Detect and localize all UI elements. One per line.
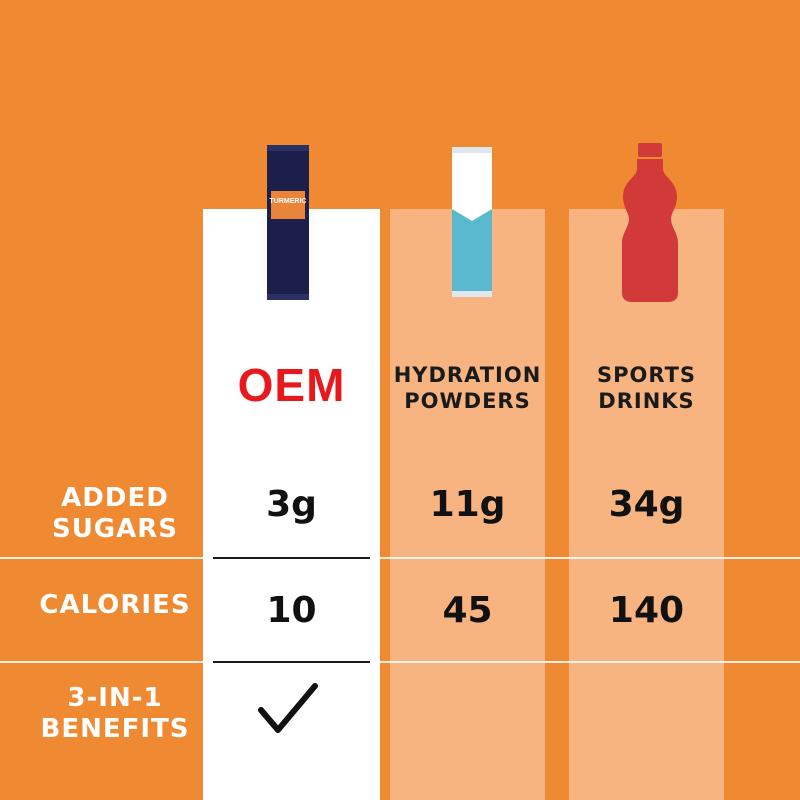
sports-calories-value: 140 xyxy=(608,590,685,631)
header-line: DRINKS xyxy=(598,389,695,414)
header-line: HYDRATION xyxy=(393,363,542,387)
row-divider xyxy=(0,557,800,559)
hydration-calories-value: 45 xyxy=(442,590,493,631)
hydration-powders-column xyxy=(390,209,545,800)
checkmark-icon xyxy=(258,683,318,733)
oem-calories-value: 10 xyxy=(266,590,317,631)
sports-drink-bottle-icon xyxy=(622,143,678,302)
sports-drinks-column xyxy=(569,209,724,800)
label-line: BENEFITS xyxy=(40,714,190,745)
benefits-label: 3-IN-1 BENEFITS xyxy=(20,683,210,745)
calories-label: CALORIES xyxy=(39,590,191,620)
row-divider xyxy=(0,661,800,663)
sports-drinks-header: SPORTS DRINKS xyxy=(569,362,724,415)
header-line: SPORTS xyxy=(596,363,697,387)
sports-added-sugars-value: 34g xyxy=(608,484,685,525)
oem-column xyxy=(203,209,380,800)
turmeric-stick-pack-icon: TURMERIC xyxy=(267,145,309,300)
added-sugars-label: ADDED SUGARS xyxy=(20,483,210,545)
header-line: POWDERS xyxy=(404,389,531,414)
product-label: TURMERIC xyxy=(270,198,307,205)
hydration-stick-pack-icon xyxy=(452,147,492,297)
oem-brand-title: OEM xyxy=(237,359,346,411)
label-line: ADDED xyxy=(61,483,169,513)
label-line: SUGARS xyxy=(51,514,179,545)
hydration-powders-header: HYDRATION POWDERS xyxy=(390,362,545,415)
oem-added-sugars-value: 3g xyxy=(266,484,317,525)
hydration-added-sugars-value: 11g xyxy=(429,484,506,525)
label-line: 3-IN-1 xyxy=(67,683,163,713)
